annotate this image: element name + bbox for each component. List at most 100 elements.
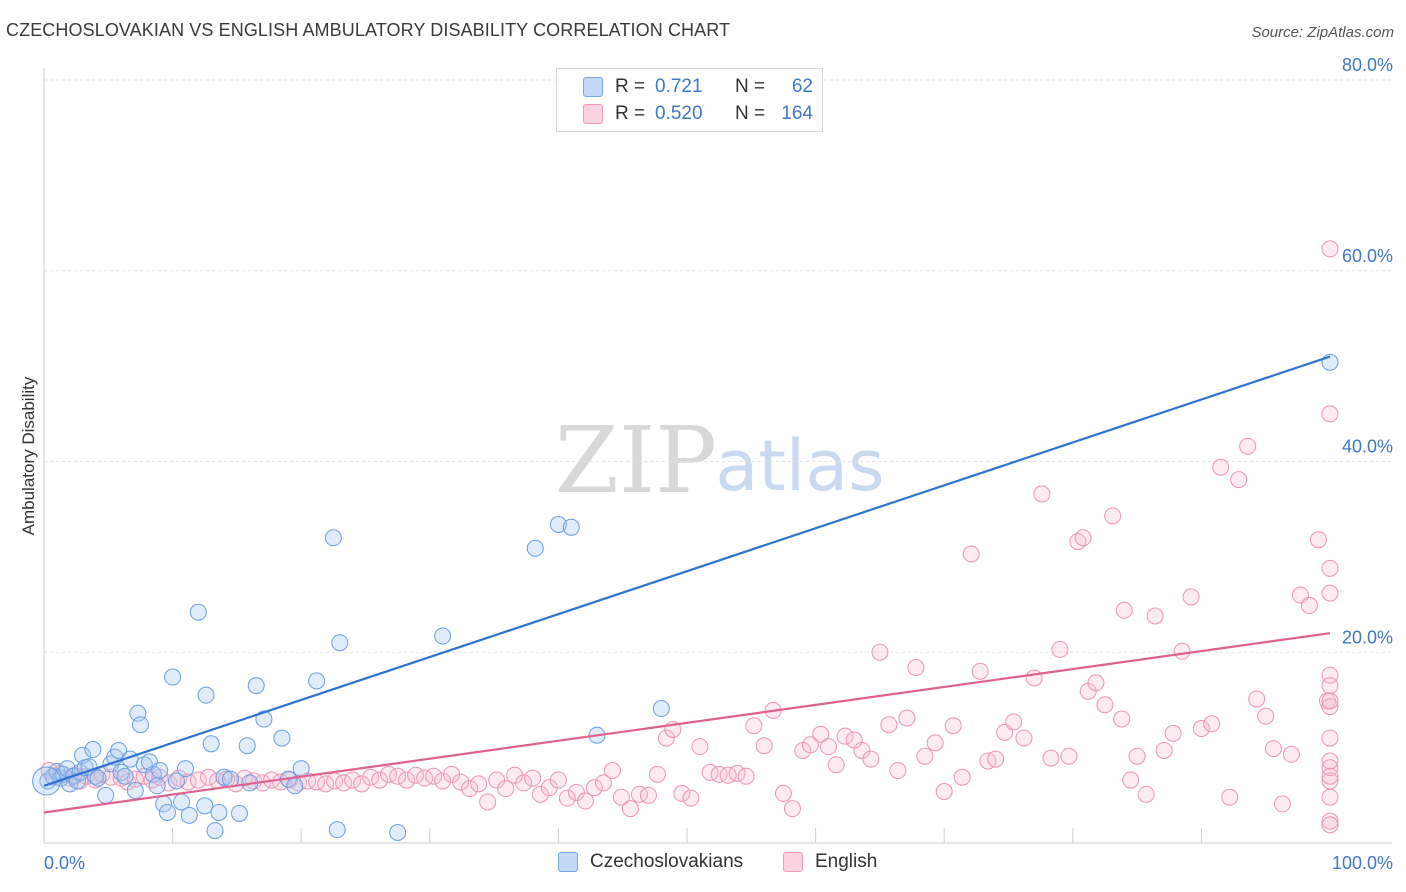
english-point: [1051, 640, 1069, 658]
czechoslovakian-point: [110, 741, 128, 759]
english-point: [639, 786, 657, 804]
english-point: [648, 765, 666, 783]
english-point: [987, 750, 1005, 768]
legend-item-czechoslovakians[interactable]: Czechoslovakians: [558, 851, 743, 873]
english-point: [1146, 607, 1164, 625]
n-value: 164: [781, 103, 813, 124]
english-point: [461, 780, 479, 798]
czechoslovakian-point: [84, 741, 102, 759]
english-point: [630, 785, 648, 803]
czechoslovakian-point: [97, 786, 115, 804]
english-point: [344, 771, 362, 789]
english-point: [1321, 240, 1339, 258]
czechoslovakian-point: [526, 539, 544, 557]
english-point: [1282, 745, 1300, 763]
czechoslovakian-point: [197, 686, 215, 704]
czechoslovakian-point: [324, 529, 342, 547]
correlation-legend: R = 0.721 N = 62 R = 0.520 N = 164: [556, 68, 823, 132]
english-point: [576, 792, 594, 810]
english-point: [1239, 437, 1257, 455]
source-credit: Source: ZipAtlas.com: [1251, 24, 1394, 41]
english-point: [398, 771, 416, 789]
english-point: [774, 784, 792, 802]
english-point: [1096, 696, 1114, 714]
czechoslovakian-point: [158, 803, 176, 821]
english-point: [1321, 729, 1339, 747]
english-point: [953, 768, 971, 786]
english-point: [1025, 669, 1043, 687]
english-point: [657, 729, 675, 747]
english-point: [452, 773, 470, 791]
czechoslovakian-point: [328, 821, 346, 839]
english-point: [926, 734, 944, 752]
czechoslovakian-point: [215, 768, 233, 786]
english-point: [783, 800, 801, 818]
czechoslovakian-point: [292, 760, 310, 778]
english-point: [1212, 458, 1230, 476]
english-point: [1115, 601, 1133, 619]
czechoslovakian-point: [189, 603, 207, 621]
czechoslovakian-point: [230, 804, 248, 822]
english-point: [558, 789, 576, 807]
english-point: [603, 762, 621, 780]
n-label: N =: [735, 76, 766, 97]
english-point: [944, 717, 962, 735]
english-point: [1221, 788, 1239, 806]
english-point: [1273, 795, 1291, 813]
english-point: [971, 662, 989, 680]
x-tick-label: 100.0%: [1332, 853, 1393, 873]
english-point: [691, 738, 709, 756]
english-point: [1321, 759, 1339, 777]
czechoslovakian-point: [135, 756, 153, 774]
czechoslovakian-point: [331, 634, 349, 652]
english-point: [497, 780, 515, 798]
czechoslovakian-point: [434, 627, 452, 645]
english-point: [1321, 584, 1339, 602]
english-point: [1321, 816, 1339, 834]
chart-title: CZECHOSLOVAKIAN VS ENGLISH AMBULATORY DI…: [6, 20, 731, 40]
english-point: [853, 741, 871, 759]
legend-swatch-blue: [558, 852, 578, 872]
english-point: [1321, 692, 1339, 710]
r-label: R =: [615, 76, 646, 97]
english-point: [907, 659, 925, 677]
english-point: [515, 774, 533, 792]
legend-row-english: R = 0.520 N = 164: [557, 101, 813, 127]
czechoslovakian-point: [247, 677, 265, 695]
legend-label: Czechoslovakians: [590, 851, 744, 872]
english-point: [1248, 690, 1266, 708]
english-point: [1042, 749, 1060, 767]
czechoslovakian-point: [180, 806, 198, 824]
y-tick-label: 80.0%: [1342, 55, 1393, 75]
czechoslovakian-point: [164, 668, 182, 686]
english-point: [916, 747, 934, 765]
english-point: [470, 775, 488, 793]
english-point: [812, 725, 830, 743]
english-point: [1074, 529, 1092, 547]
english-point: [425, 767, 443, 785]
english-point: [1321, 767, 1339, 785]
czechoslovakian-point: [89, 769, 107, 787]
english-point: [1321, 812, 1339, 830]
series-legend: Czechoslovakians English: [0, 851, 1406, 877]
english-point: [1137, 785, 1155, 803]
english-point: [1321, 559, 1339, 577]
english-point: [1087, 674, 1105, 692]
english-point: [585, 779, 603, 797]
y-tick-label: 20.0%: [1342, 627, 1393, 647]
english-point: [745, 717, 763, 735]
english-point: [353, 775, 371, 793]
english-point: [673, 784, 691, 802]
english-point: [827, 756, 845, 774]
czechoslovakian-point: [206, 822, 224, 840]
legend-item-english[interactable]: English: [783, 851, 877, 873]
english-point: [889, 762, 907, 780]
czechoslovakian-point: [652, 700, 670, 718]
czechoslovakian-point: [151, 762, 169, 780]
czechoslovakian-point: [202, 735, 220, 753]
english-point: [1164, 724, 1182, 742]
data-points: [32, 240, 1339, 842]
english-point: [871, 643, 889, 661]
english-trend-line: [43, 632, 1331, 814]
english-point: [737, 767, 755, 785]
